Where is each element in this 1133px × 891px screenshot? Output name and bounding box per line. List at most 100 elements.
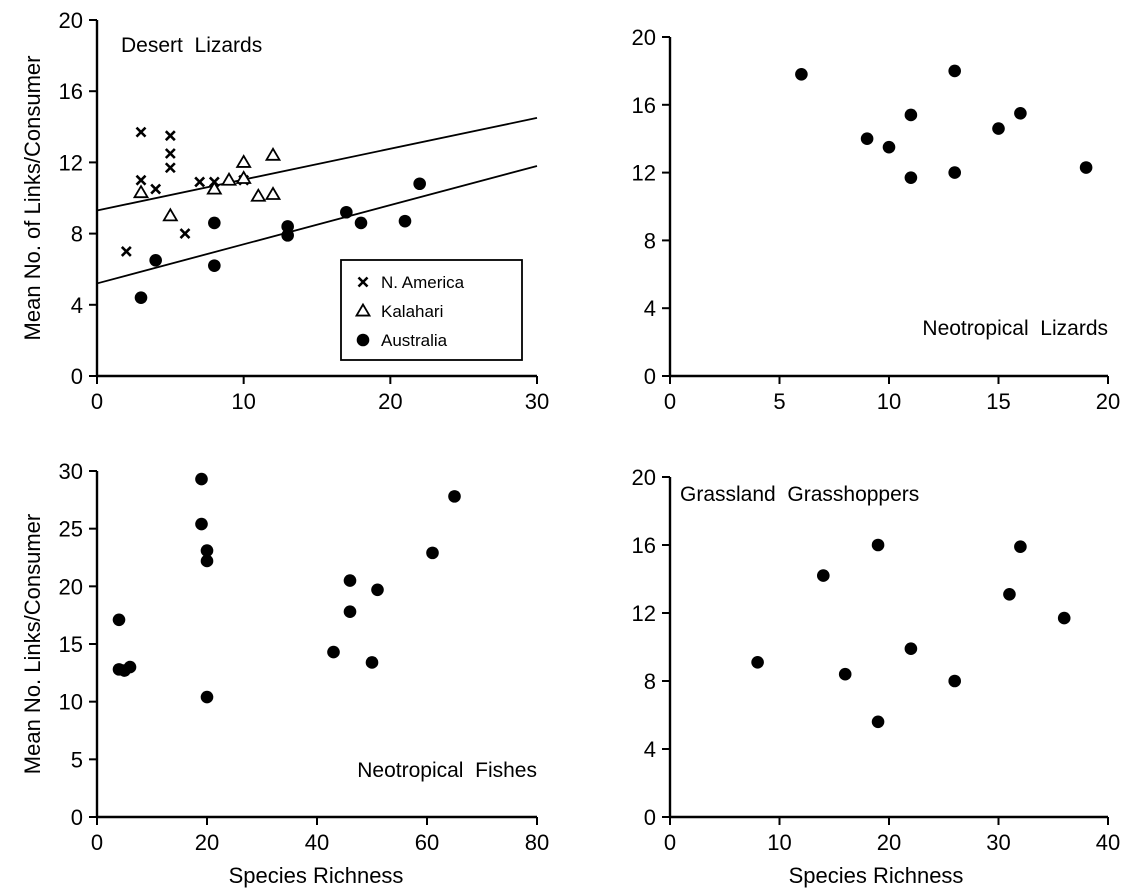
legend-marker [357, 276, 369, 288]
data-point [992, 122, 1005, 135]
data-point [751, 656, 764, 669]
data-point [1057, 611, 1071, 625]
data-point [195, 472, 208, 486]
data-point [162, 207, 179, 222]
x-tick-label: 0 [664, 830, 676, 855]
y-tick-label: 20 [632, 25, 656, 50]
panel-title: Desert Lizards [121, 34, 262, 57]
data-point [132, 184, 150, 199]
data-point [179, 228, 191, 240]
panel-title: Neotropical Fishes [357, 759, 537, 782]
data-point [398, 214, 412, 228]
series-1 [112, 472, 461, 704]
y-tick-label: 8 [644, 228, 656, 253]
data-point [904, 171, 918, 184]
data-point [134, 291, 148, 304]
data-point [164, 148, 176, 159]
data-point [250, 187, 267, 202]
data-point [860, 132, 874, 145]
data-point [164, 130, 176, 142]
legend-box [340, 259, 523, 361]
data-point-stroke-b [179, 228, 191, 240]
series-australia [134, 177, 426, 304]
legend-label: Kalahari [381, 302, 443, 321]
legend-marker [356, 333, 370, 347]
panel-3: 0 20 40 60 80 0 5 10 15 20 25 30 Mean No. Links/Cons… [20, 459, 549, 888]
data-point [948, 166, 961, 179]
x-tick-label: 30 [525, 389, 549, 414]
x-tick-label: 30 [986, 830, 1010, 855]
y-tick-label: 0 [71, 805, 83, 830]
data-point [194, 176, 206, 188]
x-tick-label: 15 [986, 389, 1010, 414]
regression-line-1 [96, 117, 538, 212]
panel-4: 0 10 20 30 40 0 4 8 12 16 20 Species Richness Grassl… [632, 465, 1121, 888]
legend: N. America Kalahari Australia [340, 259, 523, 361]
data-point [206, 180, 223, 195]
data-point [340, 205, 353, 219]
y-tick-label: 0 [644, 805, 656, 830]
y-tick-label: 30 [59, 459, 83, 484]
data-point [448, 490, 461, 503]
data-point [1014, 540, 1027, 553]
panel-title: Grassland Grasshoppers [680, 483, 919, 506]
data-point-stroke-b [120, 245, 132, 257]
y-tick-label: 12 [632, 161, 656, 186]
data-point [1014, 106, 1027, 120]
y-tick-label: 16 [632, 533, 656, 558]
x-tick-label: 20 [1096, 389, 1120, 414]
data-point-stroke-b [164, 130, 176, 142]
y-tick-label: 20 [59, 574, 83, 599]
data-point-stroke-b [164, 162, 176, 174]
data-point-stroke-b [135, 174, 147, 186]
y-tick-label: 25 [59, 517, 83, 542]
x-axis-title: Species Richness [229, 863, 404, 888]
legend-marker-stroke-b [357, 276, 369, 288]
x-tick-label: 0 [91, 830, 103, 855]
data-point [112, 613, 126, 627]
y-axis-title: Mean No. of Links/Consumer [20, 56, 45, 341]
series-1 [751, 538, 1071, 729]
data-point [208, 216, 221, 230]
y-tick-label: 5 [71, 747, 83, 772]
panel-2: 0 5 10 15 20 0 4 8 12 16 20 Neotropical Lizards [632, 25, 1121, 414]
y-axis-title: Mean No. Links/Consumer [20, 514, 45, 774]
data-point [838, 667, 852, 681]
data-point [135, 174, 147, 186]
data-point [327, 645, 340, 659]
data-point-stroke-b [194, 176, 206, 188]
x-tick-label: 5 [773, 389, 785, 414]
series-n-america [120, 126, 250, 257]
x-tick-label: 20 [195, 830, 219, 855]
data-point [871, 715, 885, 729]
panel-title: Neotropical Lizards [922, 317, 1108, 340]
data-point [123, 660, 137, 674]
x-tick-label: 80 [525, 830, 549, 855]
data-point [200, 554, 214, 568]
y-tick-label: 4 [644, 737, 656, 762]
data-point [264, 147, 282, 161]
data-point [200, 544, 214, 557]
data-point [795, 67, 808, 81]
x-tick-label: 10 [767, 830, 791, 855]
data-point [948, 64, 961, 78]
data-point [365, 656, 379, 669]
data-point [871, 538, 885, 552]
data-point [343, 605, 357, 619]
data-point [343, 574, 357, 587]
data-point [235, 154, 252, 168]
data-point [354, 216, 368, 230]
y-tick-label: 4 [644, 296, 656, 321]
data-point [1079, 161, 1093, 174]
data-point [195, 517, 208, 531]
x-tick-label: 20 [877, 830, 901, 855]
data-point [281, 229, 294, 242]
legend-marker [354, 302, 372, 317]
data-point [164, 162, 176, 174]
data-point [208, 259, 221, 272]
x-tick-label: 0 [91, 389, 103, 414]
y-tick-label: 8 [644, 669, 656, 694]
data-point [426, 546, 439, 560]
y-tick-label: 12 [59, 150, 83, 175]
